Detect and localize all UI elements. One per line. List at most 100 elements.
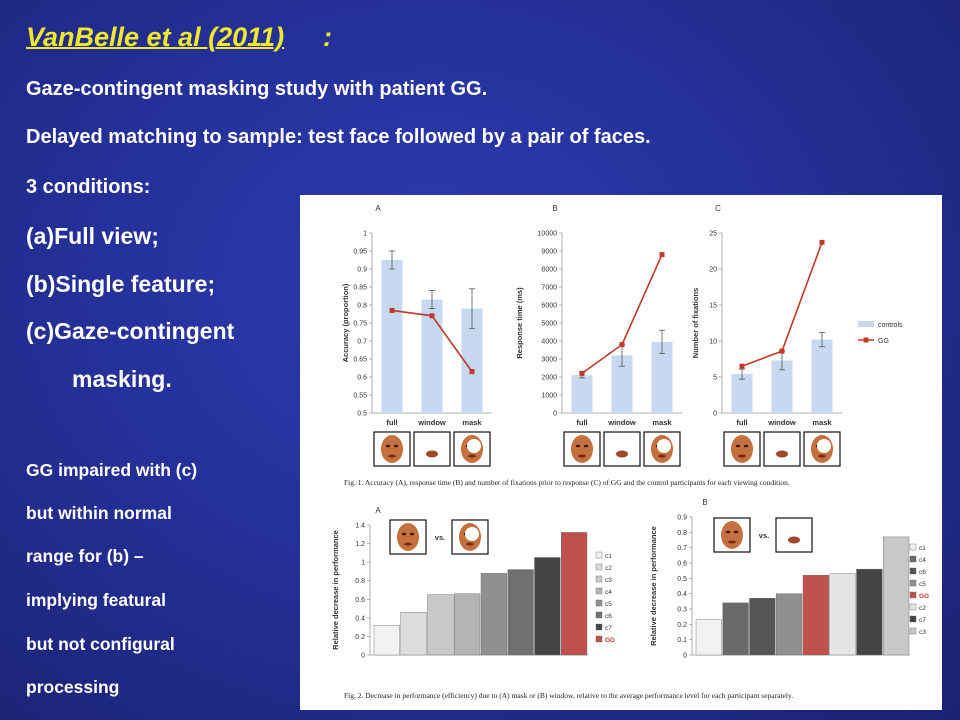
gg-point [429,313,435,319]
gg-point [389,307,395,313]
perf-bar [695,619,722,656]
panel-letter: C [715,204,721,213]
legend-label: c4 [919,557,926,564]
mouth [578,454,586,458]
y-tick-label: 5 [713,375,717,382]
y-axis-label: Relative decrease in performance [649,526,658,646]
eye [575,444,581,448]
panel-letter: A [375,506,381,515]
text-line: (b)Single feature; [26,271,216,297]
y-tick-label: 10 [709,339,717,346]
y-tick-label: 0.4 [677,591,687,598]
legend-controls-label: controls [878,322,903,329]
controls-bar [811,339,833,413]
legend-swatch [909,615,917,623]
eye [401,532,407,536]
text-line: (a)Full view; [26,223,159,249]
x-tick-label: full [386,418,397,427]
legend-swatch [595,623,603,631]
controls-bar [571,375,593,413]
y-tick-label: 0.8 [677,530,687,537]
y-tick-label: 0.7 [677,545,687,552]
perf-bar [722,602,749,656]
controls-bar [731,374,753,413]
mouth-window [616,450,628,458]
legend-swatch [909,591,917,599]
y-tick-label: 0.55 [353,393,367,400]
face-full-icon [563,431,601,467]
eye [409,532,415,536]
mouth [728,540,736,544]
note-line: range for (b) – [26,546,144,566]
legend-label: c6 [919,569,926,576]
text-line: Gaze-contingent masking study with patie… [26,78,488,100]
y-tick-label: 0.6 [357,375,367,382]
legend-label: GG [919,593,929,600]
eye [733,530,739,534]
legend-swatch [595,551,603,559]
perf-bar [507,569,534,656]
face-full-icon [723,431,761,467]
x-tick-label: window [607,418,636,427]
figure-panel: A 0.5 0.55 0.6 0.65 0.7 0.75 0.8 0.85 0.9 0.95 1 Acc… [300,195,942,710]
x-tick-label: mask [462,418,482,427]
gg-point [619,342,625,348]
legend-label: c2 [919,605,926,612]
y-tick-label: 0.3 [677,607,687,614]
face-window-icon [413,431,451,467]
eye [583,444,589,448]
y-tick-label: 9000 [541,249,557,256]
y-tick-label: 7000 [541,285,557,292]
vs-label: vs. [435,533,445,542]
mouth [404,542,412,546]
fig2-caption: Fig. 2. Decrease in performance (efficie… [344,691,793,700]
y-tick-label: 0.85 [353,285,367,292]
gg-point [779,348,785,354]
controls-bar [771,360,793,413]
y-tick-label: 0.7 [357,339,367,346]
note-line: GG impaired with (c) [26,460,198,480]
note-line: but not configural [26,634,175,654]
perf-bar [400,612,427,656]
face-window-icon [763,431,801,467]
legend-swatch [595,575,603,583]
face-mask-icon [451,519,489,555]
controls-bar [461,308,483,413]
legend-gg-marker [863,337,869,343]
mouth-window [788,536,800,544]
face-mask-icon [453,431,491,467]
x-tick-label: window [767,418,796,427]
text-line: (c)Gaze-contingent [26,318,235,344]
perf-bar [561,532,588,656]
note-line: processing [26,677,120,697]
face-frame [603,431,641,467]
legend-swatch [595,599,603,607]
y-tick-label: 20 [709,267,717,274]
gaze-mask [465,527,479,541]
face-shape [731,435,753,463]
legend-swatch [595,587,603,595]
y-tick-label: 0.2 [355,634,365,641]
face-full-icon [713,517,751,553]
mouth [658,454,666,458]
mouth [468,454,476,458]
y-tick-label: 0.6 [677,561,687,568]
y-tick-label: 0.2 [677,622,687,629]
y-tick-label: 3000 [541,357,557,364]
legend-controls-swatch [858,321,874,327]
y-tick-label: 0 [553,411,557,418]
perf-bar [373,625,400,656]
y-tick-label: 8000 [541,267,557,274]
panel-letter: B [702,498,707,507]
y-tick-label: 0.8 [357,303,367,310]
legend-swatch [909,567,917,575]
gg-point [659,252,665,258]
y-tick-label: 0.4 [355,615,365,622]
face-frame [763,431,801,467]
y-tick-label: 0.95 [353,249,367,256]
y-axis-label: Accuracy (proportion) [341,283,350,362]
y-tick-label: 1.2 [355,541,365,548]
face-frame [775,517,813,553]
x-tick-label: full [576,418,587,427]
legend-swatch [595,635,603,643]
